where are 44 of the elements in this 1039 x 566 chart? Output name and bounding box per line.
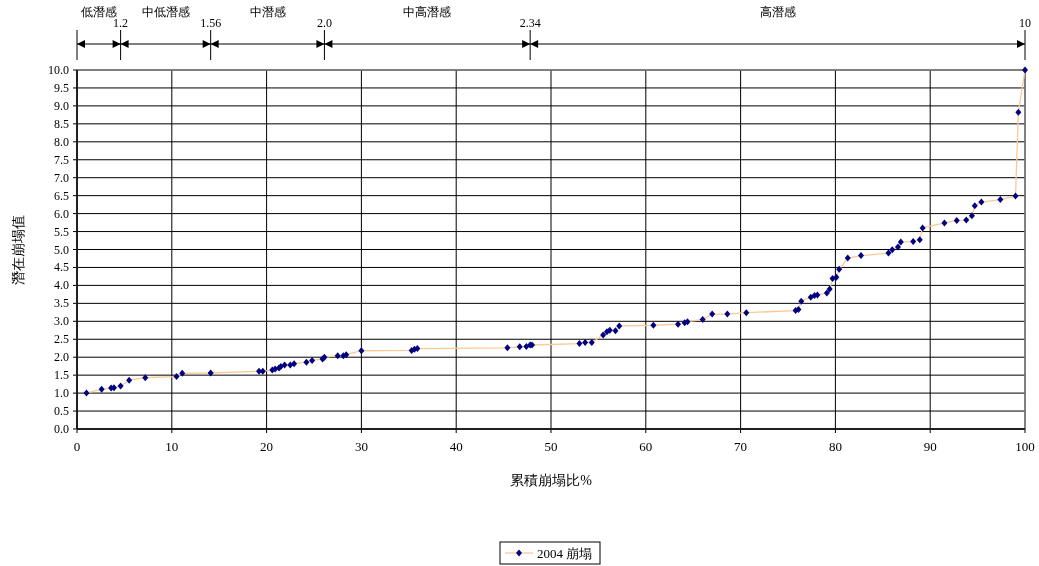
x-tick-label: 50 bbox=[544, 439, 558, 454]
x-axis-title: 累積崩塌比% bbox=[510, 473, 593, 488]
y-tick-label: 0.0 bbox=[54, 422, 69, 436]
y-tick-label: 2.0 bbox=[54, 350, 69, 365]
y-tick-label: 2.5 bbox=[54, 332, 69, 347]
y-tick-label: 5.0 bbox=[54, 242, 69, 257]
y-tick-label: 7.0 bbox=[54, 170, 69, 185]
legend-label: 2004 崩塌 bbox=[537, 545, 593, 561]
x-tick-label: 60 bbox=[639, 439, 653, 454]
y-tick-label: 10.0 bbox=[48, 63, 69, 77]
y-tick-label: 0.5 bbox=[54, 404, 69, 419]
y-tick-label: 1.5 bbox=[54, 368, 69, 383]
x-tick-label: 90 bbox=[923, 439, 937, 454]
y-tick-label: 9.0 bbox=[54, 98, 69, 113]
text: 中潛感 bbox=[249, 5, 286, 19]
x-tick-label: 10 bbox=[165, 439, 179, 454]
text: 中低潛感 bbox=[141, 5, 190, 19]
y-tick-label: 3.5 bbox=[54, 296, 69, 311]
text: 2.0 bbox=[316, 16, 332, 30]
x-tick-label: 20 bbox=[260, 439, 274, 454]
x-tick-label: 70 bbox=[734, 439, 748, 454]
y-tick-label: 1.0 bbox=[54, 386, 69, 401]
y-tick-label: 8.5 bbox=[54, 116, 69, 131]
y-tick-label: 4.5 bbox=[54, 260, 69, 275]
x-tick-label: 0 bbox=[73, 439, 81, 454]
y-tick-label: 8.0 bbox=[54, 134, 69, 149]
text: 中高潛感 bbox=[403, 5, 452, 19]
x-tick-label: 100 bbox=[1015, 439, 1035, 454]
x-tick-label: 30 bbox=[354, 439, 368, 454]
y-axis-title: 潛在崩塌值 bbox=[11, 214, 26, 285]
text: 10 bbox=[1019, 16, 1031, 30]
y-tick-label: 4.0 bbox=[54, 278, 69, 293]
x-tick-label: 40 bbox=[449, 439, 463, 454]
text: 高潛感 bbox=[759, 5, 796, 19]
text: 低潛感 bbox=[80, 5, 117, 19]
y-tick-label: 6.0 bbox=[54, 206, 69, 221]
text: 1.56 bbox=[200, 16, 222, 30]
y-tick-label: 3.0 bbox=[54, 314, 69, 329]
y-tick-label: 9.5 bbox=[54, 80, 69, 95]
text: 2.34 bbox=[519, 16, 541, 30]
y-tick-label: 7.5 bbox=[54, 152, 69, 167]
y-tick-label: 6.5 bbox=[54, 188, 69, 203]
x-tick-label: 80 bbox=[828, 439, 842, 454]
y-tick-label: 5.5 bbox=[54, 224, 69, 239]
